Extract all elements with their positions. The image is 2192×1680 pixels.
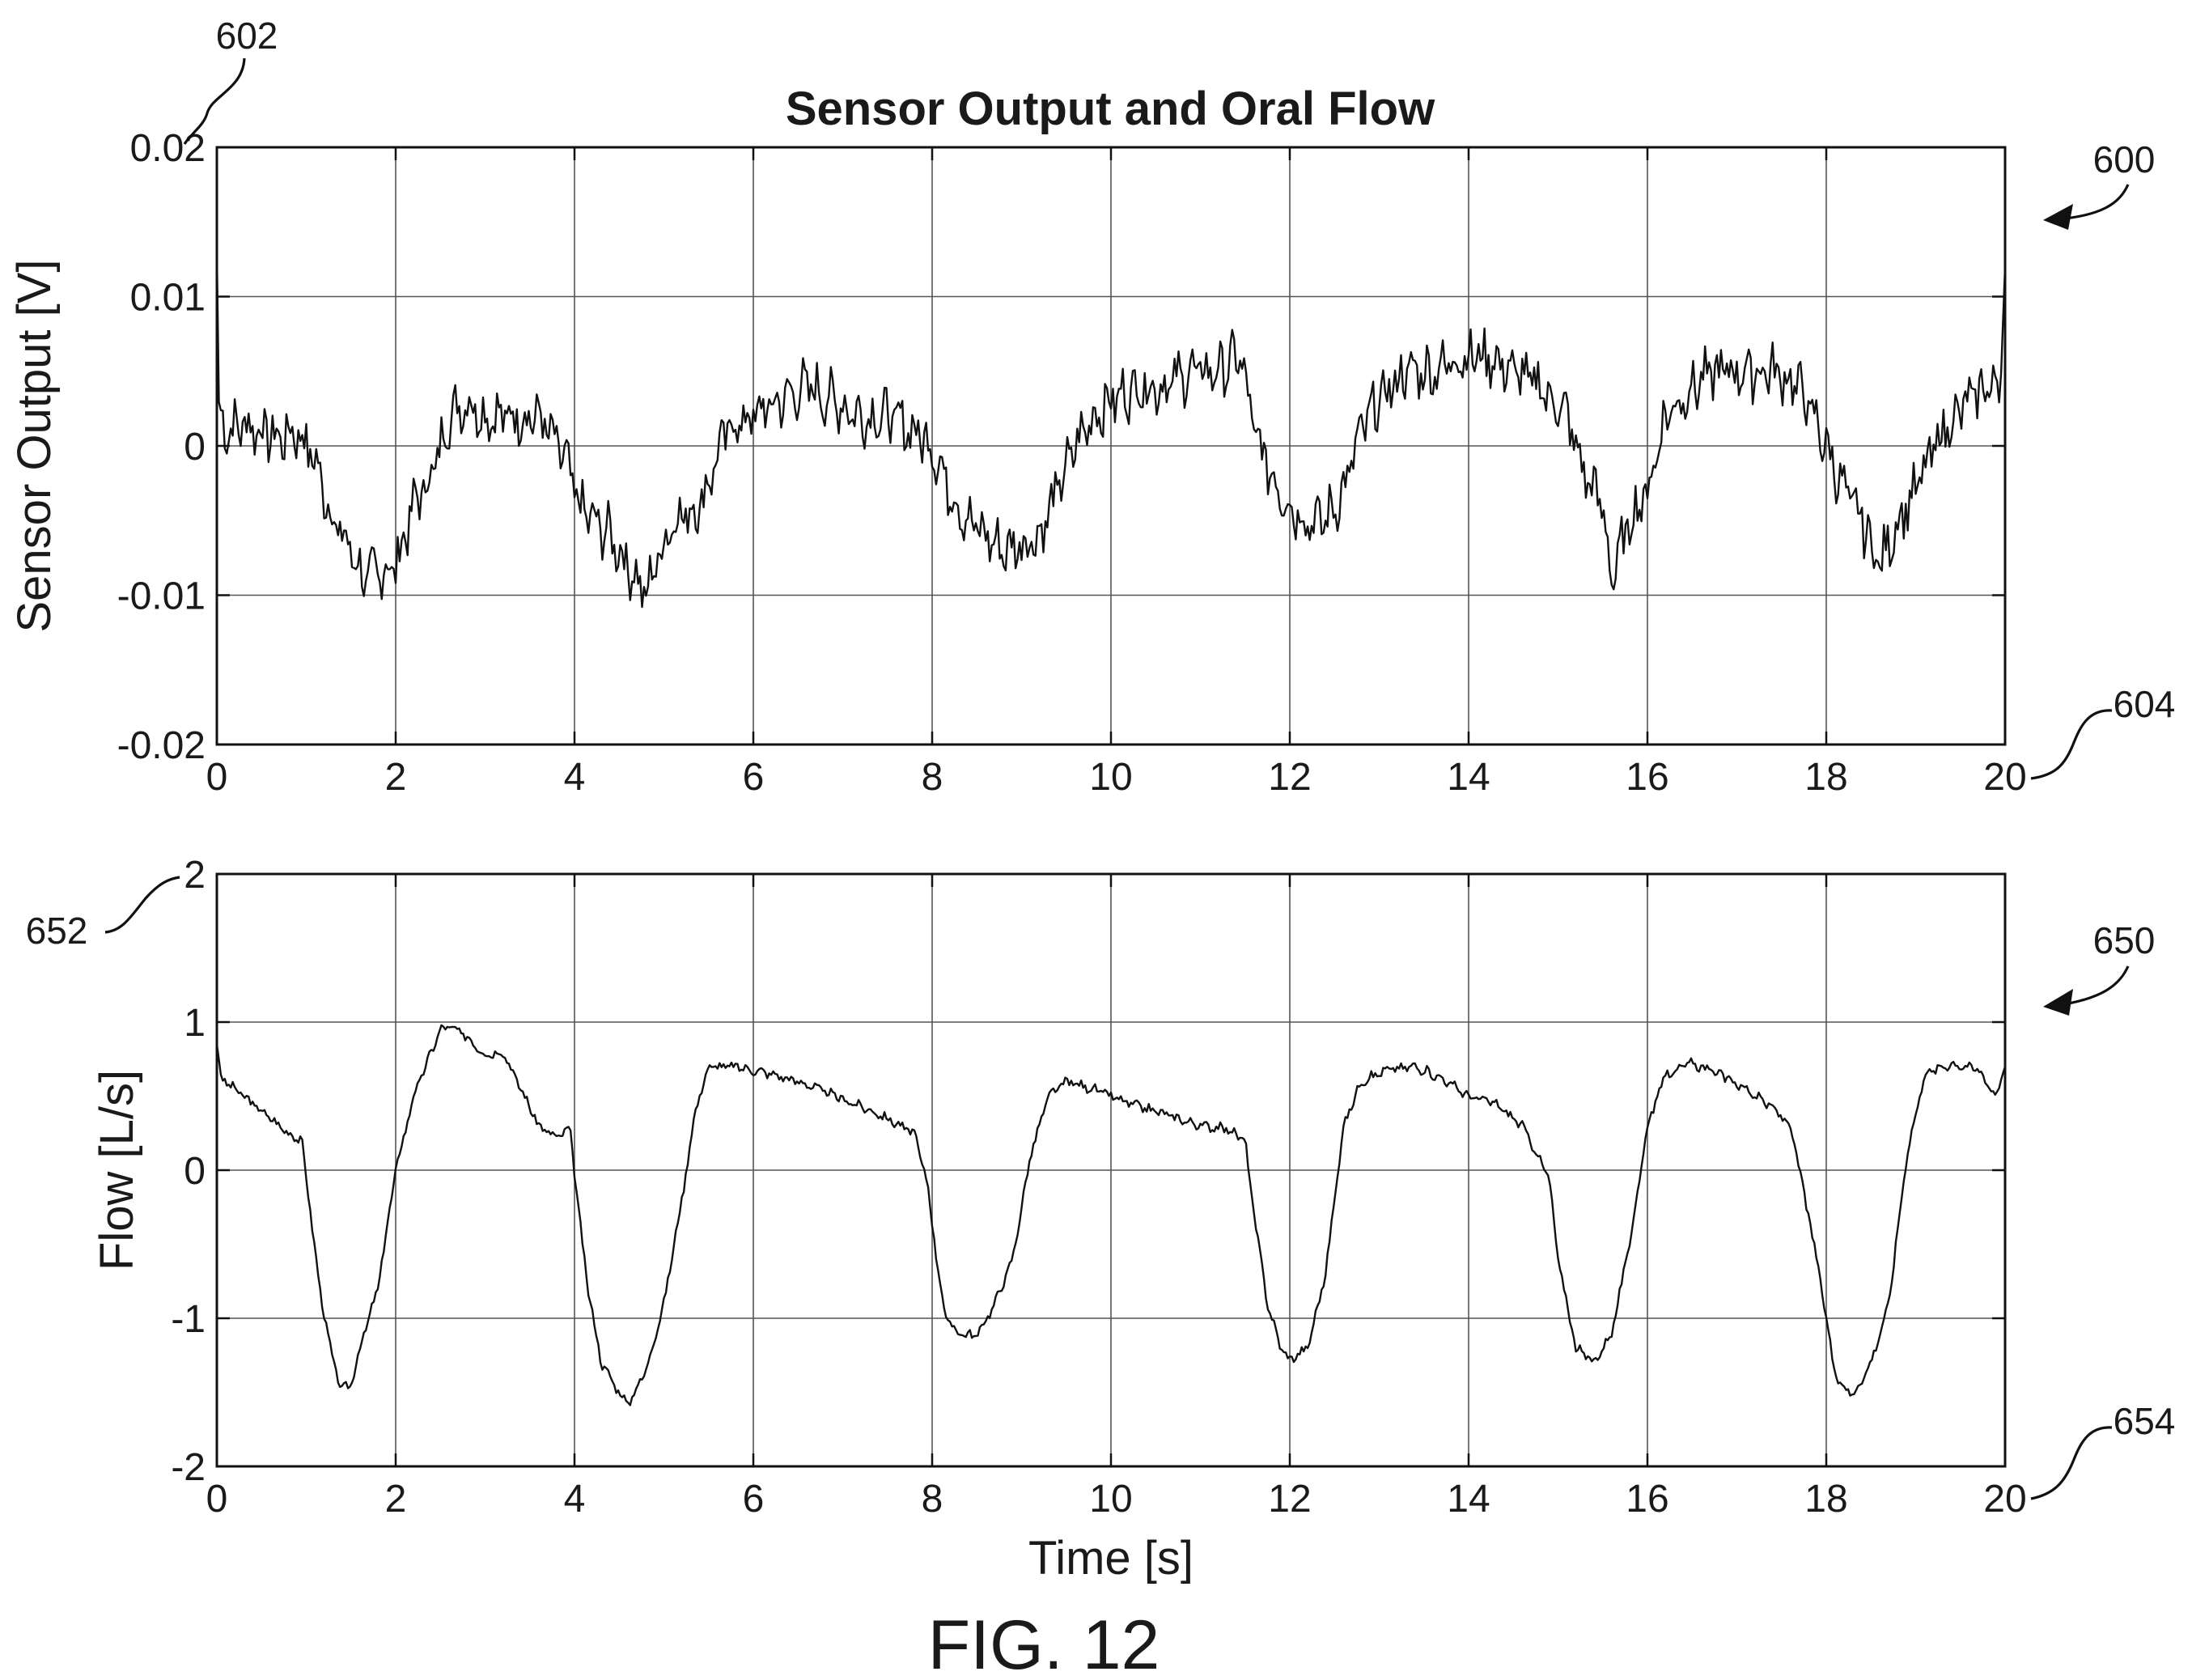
x-tick-label: 4 [564,756,586,799]
arrow-600-icon [2043,204,2073,230]
leader-652 [104,876,180,934]
y-tick-label: 2 [184,854,206,897]
x-tick-label: 2 [385,1478,407,1521]
y-tick-label: -0.01 [117,575,206,618]
figure-label: FIG. 12 [928,1606,1160,1680]
ref-650: 650 [2093,919,2156,961]
x-tick-label: 8 [922,1478,943,1521]
x-tick-label: 6 [743,1478,765,1521]
ref-654: 654 [2114,1400,2176,1442]
arrow-650-icon [2043,989,2073,1016]
x-tick-label: 18 [1804,1478,1847,1521]
y-tick-label: 0 [184,1150,206,1193]
flow-xlabel: Time [s] [1028,1532,1194,1585]
leader-604 [2030,709,2113,780]
y-tick-label: -1 [171,1298,206,1341]
x-tick-label: 10 [1089,1478,1132,1521]
x-tick-label: 14 [1447,1478,1490,1521]
x-tick-label: 4 [564,1478,586,1521]
x-tick-label: 12 [1268,1478,1311,1521]
x-tick-label: 10 [1089,756,1132,799]
y-tick-label: -2 [171,1446,206,1489]
grid-top [217,147,2005,745]
x-tick-label: 0 [206,1478,228,1521]
x-tick-label: 14 [1447,756,1490,799]
x-tick-label: 16 [1626,756,1668,799]
y-tick-label: 1 [184,1002,206,1045]
y-tick-label: 0.01 [130,277,206,320]
x-tick-label: 0 [206,756,228,799]
ref-604: 604 [2114,683,2176,725]
x-tick-label: 16 [1626,1478,1668,1521]
ref-600: 600 [2093,138,2156,180]
ref-652: 652 [26,910,88,952]
flow-ylabel: Flow [L/s] [91,1070,143,1271]
x-tick-label: 20 [1983,1478,2026,1521]
leader-654 [2030,1426,2113,1500]
sensor-ylabel: Sensor Output [V] [8,259,61,632]
x-tick-label: 2 [385,756,407,799]
x-tick-label: 6 [743,756,765,799]
leader-602 [183,57,246,145]
x-tick-label: 18 [1804,756,1847,799]
y-tick-label: 0 [184,426,206,469]
chart-title: Sensor Output and Oral Flow [786,83,1435,135]
grid-bot [217,874,2005,1466]
sensor-output-trace [215,252,2007,609]
ref-602: 602 [216,15,278,57]
y-tick-label: -0.02 [117,724,206,767]
x-tick-label: 20 [1983,756,2026,799]
flow-trace [215,1024,2007,1406]
x-tick-label: 12 [1268,756,1311,799]
x-tick-label: 8 [922,756,943,799]
